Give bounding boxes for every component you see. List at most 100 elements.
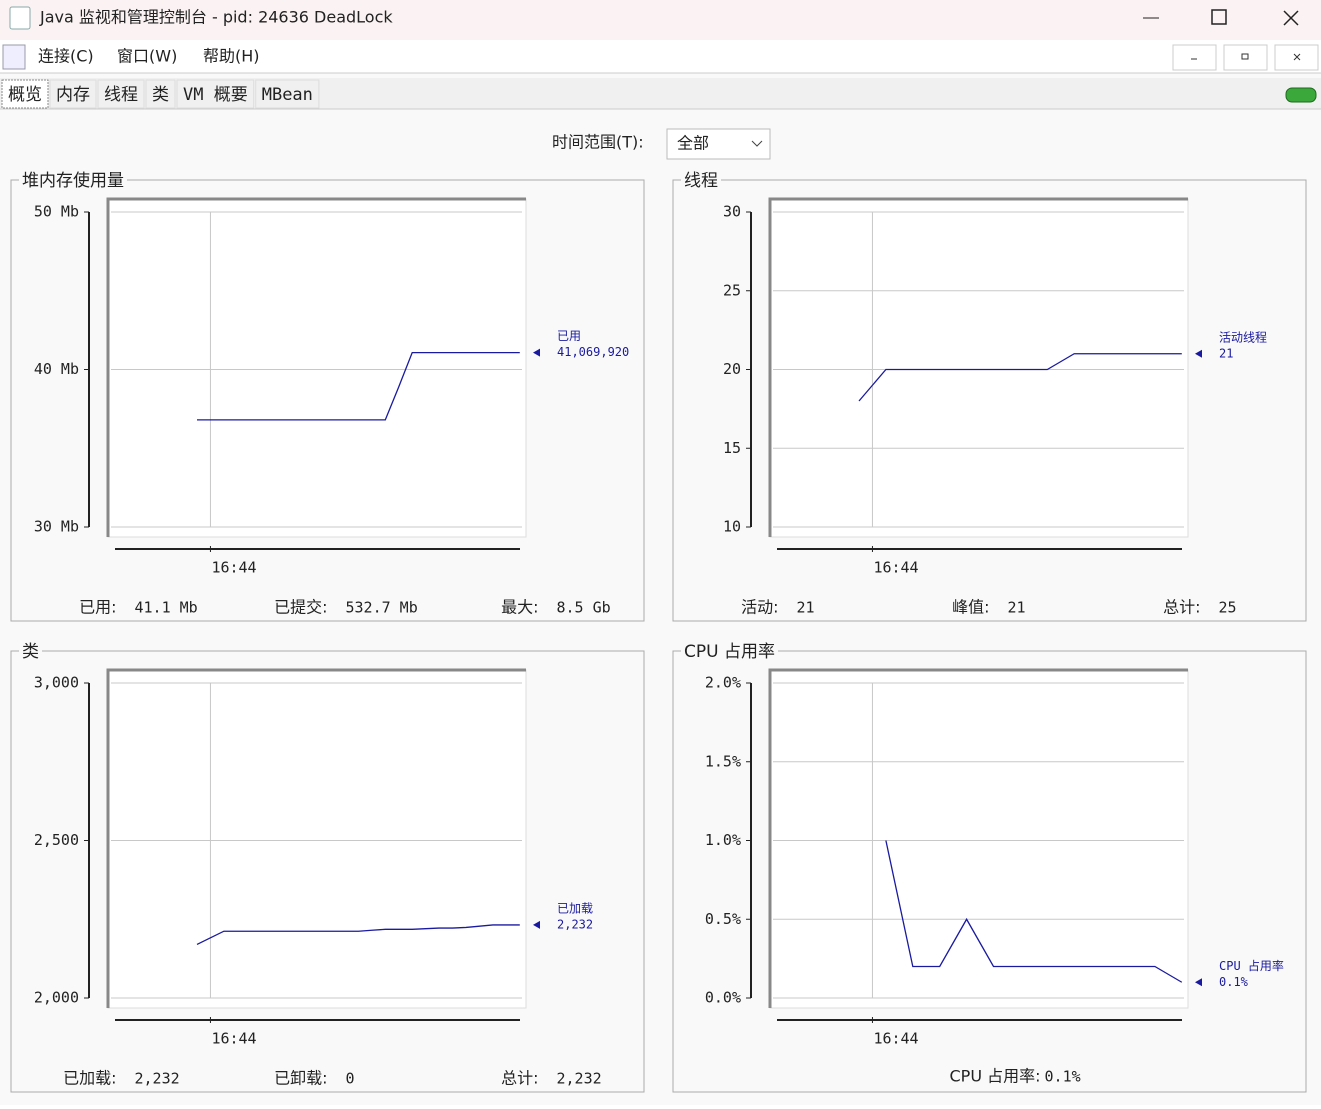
footer-label: 活动: <box>741 598 778 617</box>
marker-name: 已用 <box>557 329 581 343</box>
footer-value: 8.5 Gb <box>557 599 611 617</box>
series-line <box>197 351 520 421</box>
x-tick-label: 16:44 <box>873 559 918 577</box>
menu-item[interactable]: 窗口(W) <box>117 47 177 66</box>
tab-label: VM 概要 <box>183 85 248 105</box>
x-tick-label: 16:44 <box>873 1030 918 1048</box>
footer-value: 21 <box>1008 599 1026 617</box>
series-line <box>885 840 1183 983</box>
panel-title-bg <box>681 174 721 186</box>
panel-title-bg <box>19 174 127 186</box>
marker-value: 21 <box>1219 346 1233 360</box>
footer-value: 0 <box>346 1070 355 1088</box>
panel-border <box>10 650 645 1093</box>
time-range-label: 时间范围(T): <box>552 133 644 152</box>
y-tick-label: 10 <box>723 518 741 536</box>
y-tick-label: 15 <box>723 439 741 457</box>
y-tick-label: 20 <box>723 360 741 378</box>
tab-box <box>255 79 320 109</box>
marker-value: 41,069,920 <box>557 345 629 359</box>
tab[interactable]: 概览 <box>1 79 49 109</box>
tab-label: 线程 <box>104 85 138 105</box>
footer-value: 0.1% <box>1045 1068 1081 1086</box>
title-bar <box>0 0 1321 40</box>
footer-label: 峰值: <box>952 598 989 617</box>
panel-title: CPU 占用率 <box>684 642 775 662</box>
maximize[interactable] <box>1211 9 1227 25</box>
tab-box <box>49 79 97 109</box>
time-range-combo[interactable] <box>666 128 771 160</box>
marker-name: 活动线程 <box>1219 329 1267 344</box>
series-line <box>858 353 1182 402</box>
footer-label: 已用: <box>79 598 116 617</box>
tab[interactable]: 内存 <box>49 79 97 109</box>
footer-label: 总计: <box>1163 598 1200 617</box>
footer-value: 2,232 <box>135 1070 180 1088</box>
tab[interactable]: MBean <box>255 79 320 109</box>
tab[interactable]: 类 <box>145 79 176 109</box>
tab-box <box>145 79 176 109</box>
footer-value: 21 <box>797 599 815 617</box>
tab[interactable]: 线程 <box>97 79 145 109</box>
time-range-value: 全部 <box>677 134 709 153</box>
footer-label: 已加载: <box>63 1069 116 1088</box>
panel-title-bg <box>19 645 42 657</box>
glyph <box>1293 53 1301 61</box>
current-marker <box>533 348 540 357</box>
menu-item[interactable]: 连接(C) <box>38 47 94 66</box>
panel-border <box>10 179 645 622</box>
y-tick-label: 30 <box>723 203 741 221</box>
inner-minimize[interactable] <box>1172 44 1217 71</box>
y-tick-label: 50 Mb <box>34 203 79 221</box>
y-tick-label: 3,000 <box>34 674 79 692</box>
footer-label: CPU 占用率: <box>950 1067 1041 1086</box>
series-line <box>196 924 520 946</box>
panel-title: 线程 <box>684 171 718 191</box>
menu-icon <box>2 44 26 70</box>
marker-name: CPU 占用率 <box>1219 958 1284 973</box>
plot-area <box>107 198 527 538</box>
footer-value: 2,232 <box>557 1070 602 1088</box>
y-tick-label: 1.0% <box>705 831 741 849</box>
current-marker <box>1195 349 1202 358</box>
menu-buttons <box>1172 44 1319 71</box>
tab-box <box>97 79 145 109</box>
marker-name: 已加载 <box>557 901 593 915</box>
connection-icon <box>1285 87 1317 103</box>
y-tick-label: 0.0% <box>705 989 741 1007</box>
footer-label: 已提交: <box>274 598 327 617</box>
glyph <box>1241 53 1249 60</box>
plot-bevel <box>106 668 526 1008</box>
window-title: Java 监视和管理控制台 - pid: 24636 DeadLock <box>39 8 393 27</box>
marker-value: 2,232 <box>557 917 593 931</box>
tab-label: MBean <box>262 85 313 105</box>
current-marker <box>1195 978 1202 987</box>
x-tick-label: 16:44 <box>211 1030 256 1048</box>
panel-border <box>672 179 1307 622</box>
menu-item[interactable]: 帮助(H) <box>203 47 260 66</box>
marker-value: 0.1% <box>1219 975 1249 989</box>
plot-area <box>769 198 1189 538</box>
tab-label: 内存 <box>56 85 90 105</box>
panel-title: 类 <box>22 642 39 662</box>
y-tick-label: 2,000 <box>34 989 79 1007</box>
plot-bevel <box>768 197 1188 537</box>
close[interactable] <box>1283 10 1299 26</box>
y-tick-label: 2,500 <box>34 831 79 849</box>
panel-title-bg <box>681 645 778 657</box>
y-tick-label: 2.0% <box>705 674 741 692</box>
combo-arrow <box>751 140 763 147</box>
current-marker <box>533 920 540 929</box>
menu-bar <box>0 40 1321 73</box>
app-icon <box>9 6 31 30</box>
tab[interactable]: VM 概要 <box>176 79 255 109</box>
y-tick-label: 25 <box>723 281 741 299</box>
x-tick-label: 16:44 <box>211 559 256 577</box>
footer-value: 532.7 Mb <box>346 599 418 617</box>
plot-area <box>107 669 527 1009</box>
inner-restore[interactable] <box>1223 44 1268 71</box>
tab-label: 概览 <box>8 85 42 105</box>
footer-value: 41.1 Mb <box>135 599 198 617</box>
panel-title: 堆内存使用量 <box>22 170 124 191</box>
